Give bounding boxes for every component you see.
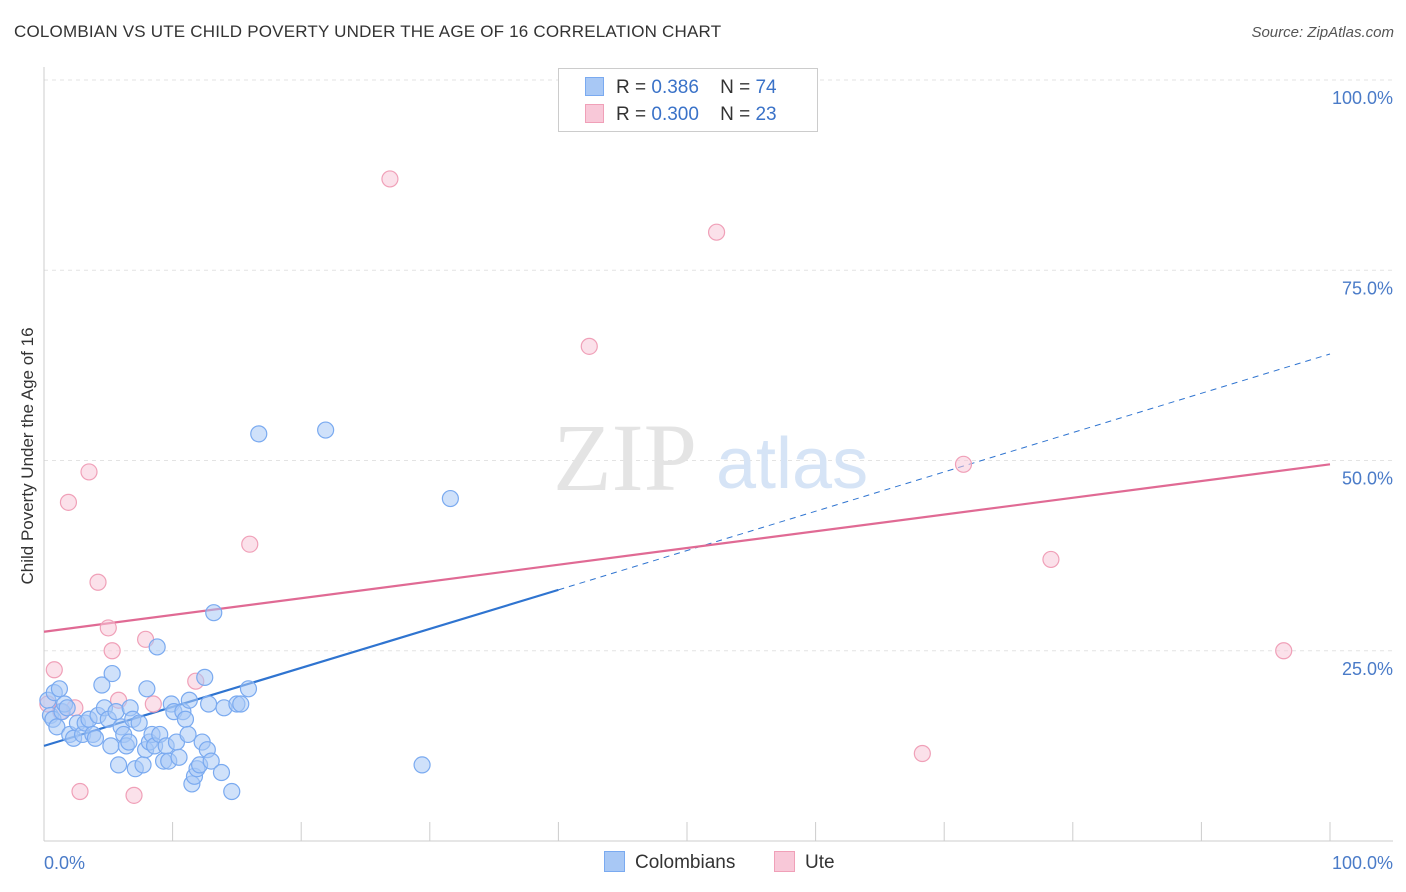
chart-title: COLOMBIAN VS UTE CHILD POVERTY UNDER THE… (14, 22, 722, 41)
data-points (39, 170, 1293, 804)
point-colombians (58, 699, 76, 717)
point-ute (71, 782, 89, 801)
point-ute (99, 619, 117, 637)
point-colombians (202, 752, 220, 770)
legend: R = 0.386 N = 74 R = 0.300 N = 23 (558, 68, 818, 132)
point-colombians (103, 664, 121, 683)
legend-n-label: N = (720, 104, 751, 125)
point-ute (241, 535, 259, 553)
point-colombians (148, 638, 166, 656)
point-ute (125, 786, 143, 804)
x-tick-label-max: 100.0% (1332, 853, 1393, 873)
trend-line-ute (43, 463, 1331, 633)
point-colombians (205, 604, 223, 622)
legend-row-ute: R = 0.300 N = 23 (585, 104, 777, 126)
gridlines (44, 79, 1393, 652)
point-colombians (48, 718, 66, 736)
trend-line-extension-colombians (558, 353, 1331, 591)
source-label: Source: ZipAtlas.com (1251, 24, 1394, 41)
point-ute (707, 223, 726, 241)
series-swatch-ute (774, 851, 795, 872)
point-colombians (317, 421, 335, 439)
y-tick-label-25: 25.0% (1342, 659, 1393, 679)
y-tick-label-75: 75.0% (1342, 278, 1393, 298)
series-name-colombians: Colombians (635, 852, 736, 873)
point-ute (144, 695, 162, 713)
point-ute (381, 170, 399, 188)
series-legend-colombians: Colombians (604, 851, 735, 874)
point-colombians (86, 729, 105, 747)
point-ute (103, 642, 121, 660)
point-colombians (130, 714, 148, 732)
point-colombians (170, 748, 188, 766)
legend-swatch-ute (585, 104, 604, 123)
point-colombians (107, 703, 125, 721)
series-swatch-colombians (604, 851, 625, 872)
point-ute (913, 744, 931, 763)
point-colombians (120, 733, 138, 751)
y-tick-labels: 25.0% 50.0% 75.0% 100.0% (1332, 88, 1393, 679)
watermark-zip: ZIP (553, 404, 697, 511)
point-colombians (250, 425, 268, 443)
point-colombians (138, 680, 156, 698)
point-colombians (102, 737, 120, 755)
point-ute (59, 493, 78, 511)
point-colombians (179, 725, 197, 744)
point-colombians (180, 691, 198, 709)
point-ute (89, 573, 107, 591)
legend-r-value-colombians: 0.386 (651, 77, 699, 98)
point-ute (954, 455, 973, 473)
x-tick-label-min: 0.0% (44, 853, 85, 873)
point-colombians (413, 756, 431, 774)
watermark-atlas: atlas (716, 424, 868, 504)
point-colombians (176, 710, 195, 728)
legend-n-label: N = (720, 77, 751, 98)
legend-r-value-ute: 0.300 (651, 104, 699, 125)
point-ute (1275, 642, 1293, 660)
legend-n-value-ute: 23 (755, 104, 777, 125)
point-ute (80, 463, 98, 481)
series-name-ute: Ute (805, 852, 835, 873)
y-tick-label-50: 50.0% (1342, 469, 1393, 489)
legend-n-value-colombians: 74 (755, 77, 777, 98)
point-ute (580, 337, 598, 355)
legend-row-colombians: R = 0.386 N = 74 (585, 77, 777, 99)
point-colombians (196, 668, 214, 686)
point-colombians (223, 782, 241, 801)
point-colombians (93, 676, 111, 694)
point-colombians (232, 695, 250, 713)
point-colombians (441, 489, 459, 508)
point-colombians (212, 763, 231, 782)
point-ute (1042, 550, 1060, 569)
legend-r-label: R = (616, 77, 647, 98)
point-colombians (109, 756, 128, 774)
y-tick-label-100: 100.0% (1332, 88, 1393, 108)
point-colombians (50, 680, 69, 698)
point-colombians (134, 756, 152, 774)
point-colombians (200, 695, 218, 713)
legend-r-label: R = (616, 104, 647, 125)
point-colombians (239, 680, 258, 698)
series-legend-ute: Ute (774, 851, 835, 874)
legend-swatch-colombians (585, 77, 604, 96)
point-ute (45, 661, 63, 679)
